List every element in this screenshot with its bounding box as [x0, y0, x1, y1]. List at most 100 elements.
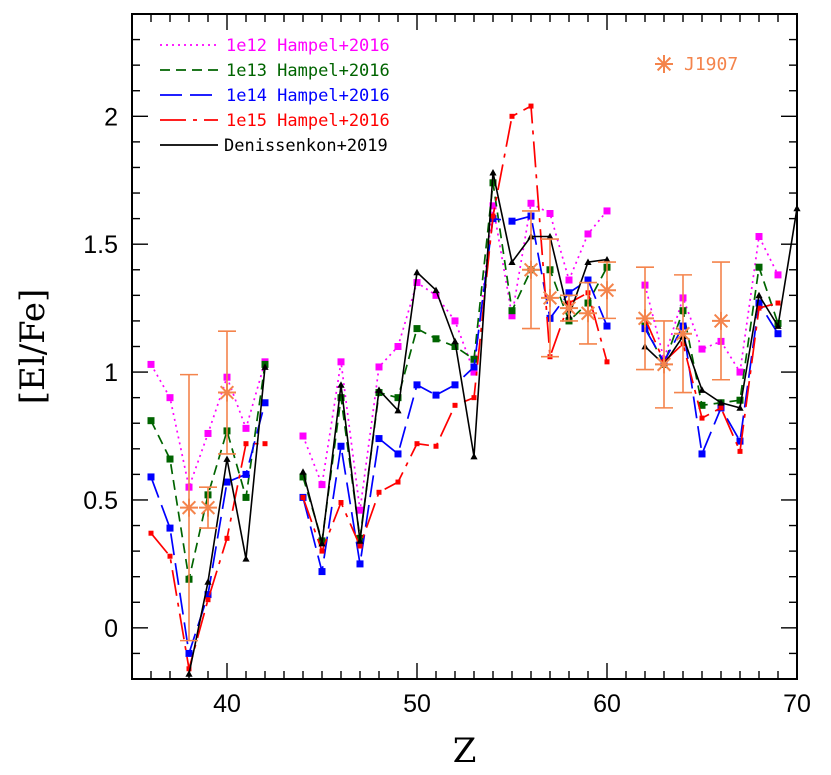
- observed-point: [655, 355, 673, 374]
- x-tick-label: 60: [593, 690, 621, 718]
- data-point: [413, 279, 421, 287]
- data-point: [584, 258, 592, 265]
- data-point: [508, 258, 516, 265]
- model-series: [147, 103, 801, 677]
- observed-abundances: [180, 210, 730, 642]
- series-3: [148, 103, 781, 672]
- data-point: [584, 230, 592, 238]
- data-point: [432, 291, 440, 299]
- data-point: [508, 217, 516, 225]
- data-point: [147, 417, 155, 425]
- data-point: [451, 381, 459, 389]
- series-line: [644, 300, 779, 458]
- data-point: [603, 255, 611, 263]
- data-point: [357, 543, 363, 549]
- data-point: [755, 291, 763, 299]
- observed-point: [180, 498, 198, 517]
- data-point: [318, 481, 326, 489]
- data-point: [223, 478, 231, 486]
- data-point: [603, 207, 611, 215]
- data-point: [186, 666, 192, 672]
- data-point: [204, 591, 212, 599]
- asterisk-stroke: [656, 56, 672, 72]
- data-point: [451, 343, 459, 350]
- data-point: [736, 396, 744, 404]
- series-0: [147, 199, 782, 514]
- asterisk-stroke: [561, 301, 577, 316]
- data-point: [489, 168, 497, 176]
- data-point: [394, 394, 402, 402]
- data-point: [242, 424, 250, 432]
- data-point: [375, 435, 383, 443]
- data-point: [261, 399, 269, 407]
- data-point: [698, 386, 706, 393]
- data-point: [166, 394, 174, 402]
- data-point: [262, 441, 268, 447]
- asterisk-stroke: [200, 500, 216, 515]
- data-point: [224, 535, 230, 541]
- data-point: [300, 494, 306, 500]
- data-point: [718, 405, 724, 411]
- series-line: [644, 233, 779, 375]
- series-line: [302, 104, 608, 554]
- data-point: [394, 406, 402, 414]
- data-point: [147, 360, 155, 368]
- data-point: [185, 649, 193, 657]
- data-point: [356, 560, 364, 568]
- data-point: [528, 103, 534, 109]
- data-point: [451, 317, 459, 325]
- data-point: [356, 506, 364, 514]
- observed-point: [674, 324, 692, 343]
- data-point: [508, 307, 516, 315]
- data-point: [736, 437, 744, 445]
- legend-label: 1e12 Hampel+2016: [226, 36, 390, 56]
- data-point: [337, 394, 345, 402]
- observed-point: [560, 299, 578, 318]
- asterisk-stroke: [675, 326, 691, 341]
- data-point: [793, 204, 801, 212]
- series-line: [644, 302, 779, 455]
- data-point: [185, 670, 193, 677]
- data-point: [413, 268, 421, 276]
- data-point: [375, 386, 383, 393]
- asterisk-stroke: [542, 290, 558, 305]
- data-point: [604, 359, 610, 365]
- data-point: [242, 470, 250, 478]
- data-point: [167, 553, 173, 559]
- series-1: [147, 179, 782, 583]
- data-point: [376, 489, 382, 495]
- data-point: [736, 404, 744, 411]
- observed-point: [579, 304, 597, 323]
- data-point: [299, 473, 307, 481]
- data-point: [413, 381, 421, 389]
- data-point: [338, 500, 344, 506]
- data-point: [337, 381, 345, 388]
- data-point: [509, 113, 515, 119]
- data-point: [204, 429, 212, 437]
- legend: 1e12 Hampel+2016 1e13 Hampel+2016 1e14 Ham…: [160, 36, 738, 156]
- data-point: [756, 305, 762, 311]
- series-line: [644, 266, 779, 407]
- series-line: [302, 201, 608, 511]
- asterisk-stroke: [656, 357, 672, 372]
- asterisk-stroke: [713, 313, 729, 328]
- x-tick-label: 50: [403, 690, 431, 718]
- data-point: [394, 343, 402, 350]
- data-point: [699, 415, 705, 421]
- data-point: [527, 199, 535, 207]
- data-point: [243, 441, 249, 447]
- data-point: [546, 232, 554, 240]
- y-tick-label: 2: [104, 103, 118, 131]
- y-tick-label: 0.5: [83, 487, 118, 515]
- series-line: [302, 172, 608, 544]
- data-point: [698, 345, 706, 353]
- data-point: [318, 539, 326, 547]
- data-point: [414, 441, 420, 447]
- data-point: [755, 233, 763, 241]
- observed-point: [598, 281, 616, 300]
- data-point: [471, 395, 477, 401]
- data-point: [470, 363, 478, 371]
- data-point: [737, 448, 743, 454]
- data-point: [490, 213, 496, 219]
